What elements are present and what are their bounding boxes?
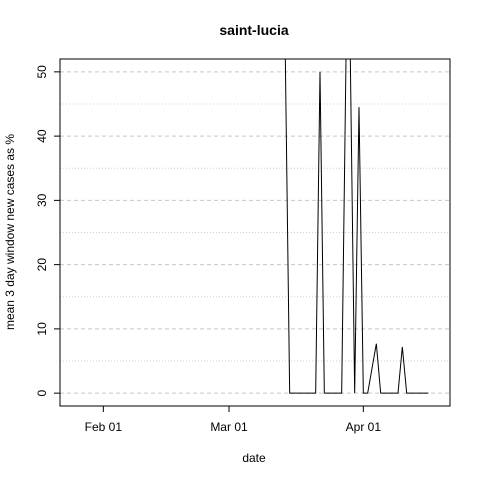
chart-title: saint-lucia: [219, 22, 288, 38]
axes: 0 10 20 30 40 50 Feb 01 Mar 01 Apr 01: [35, 65, 381, 434]
y-tick-label: 10: [35, 322, 49, 336]
x-tick-label: Feb 01: [85, 420, 123, 434]
series-group: [284, 59, 429, 394]
y-tick-label: 0: [35, 389, 49, 396]
y-tick-label: 20: [35, 258, 49, 272]
x-axis-label: date: [242, 451, 266, 465]
y-tick-label: 30: [35, 193, 49, 207]
plot-frame: [59, 58, 451, 407]
y-tick-label: 50: [35, 65, 49, 79]
series-line: [284, 59, 429, 394]
x-tick-label: Apr 01: [346, 420, 382, 434]
y-axis-label: mean 3 day window new cases as %: [3, 134, 17, 330]
grid: [60, 71, 450, 394]
x-tick-label: Mar 01: [210, 420, 248, 434]
y-tick-label: 40: [35, 129, 49, 143]
